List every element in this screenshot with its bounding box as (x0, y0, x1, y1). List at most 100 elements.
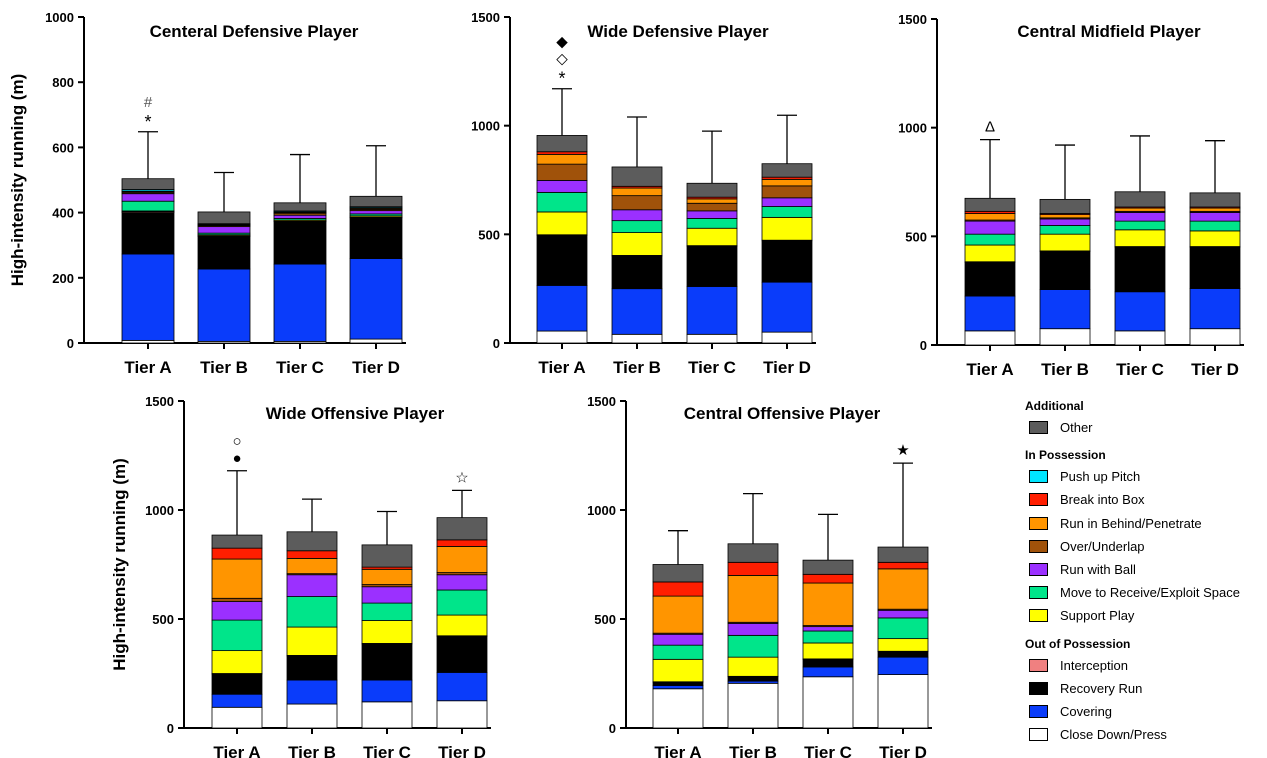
bar-segment-recovery-run-tier-b (727, 676, 779, 682)
bar-segment-close-down-press-tier-a (211, 706, 263, 729)
bar-segment-run-with-ball-tier-b (286, 574, 338, 597)
legend-label: Push up Pitch (1060, 469, 1141, 485)
legend-label: Move to Receive/Exploit Space (1060, 585, 1240, 601)
y-tick-label: 1000 (471, 119, 500, 134)
bar-segment-covering-tier-a (964, 295, 1016, 332)
bar-segment-covering-tier-b (611, 288, 663, 335)
bar-segment-covering-tier-c (802, 666, 854, 678)
bar-segment-move-to-receive-exploit-space-tier-a (652, 644, 704, 660)
significance-marker: * (144, 112, 151, 132)
bar-segment-close-down-press-tier-a (652, 688, 704, 729)
bar-segment-close-down-press-tier-a (536, 330, 588, 344)
significance-marker: # (144, 94, 153, 111)
x-tick-label: Tier C (688, 358, 736, 377)
bar-segment-close-down-press-tier-c (686, 333, 738, 344)
bar-segment-recovery-run-tier-c (273, 221, 327, 265)
bar-segment-run-with-ball-tier-d (761, 197, 813, 207)
bar-segment-recovery-run-tier-b (286, 655, 338, 681)
bar-segment-other-tier-b (611, 166, 663, 187)
bar-segment-break-into-box-tier-b (727, 561, 779, 576)
bar-segment-covering-tier-d (877, 656, 929, 675)
bar-segment-support-play-tier-b (727, 656, 779, 677)
bar-segment-support-play-tier-c (686, 227, 738, 247)
bar-segment-run-in-behind-penetrate-tier-c (802, 582, 854, 626)
bar-segment-run-in-behind-penetrate-tier-d (761, 178, 813, 187)
x-tick-label: Tier D (352, 358, 400, 377)
legend-heading-out-of-possession: Out of Possession (1025, 636, 1131, 651)
bar-segment-run-in-behind-penetrate-tier-b (1039, 214, 1091, 219)
bar-segment-other-tier-b (286, 531, 338, 552)
legend-item-interception: Interception (1025, 654, 1265, 677)
bar-segment-run-in-behind-penetrate-tier-b (727, 575, 779, 623)
bar-segment-support-play-tier-d (1189, 230, 1241, 247)
bar-segment-move-to-receive-exploit-space-tier-a (211, 619, 263, 652)
bar-segment-run-with-ball-tier-b (727, 622, 779, 636)
bar-segment-run-with-ball-tier-a (211, 601, 263, 621)
bar-segment-recovery-run-tier-b (1039, 251, 1091, 290)
bar-segment-recovery-run-tier-c (361, 643, 413, 681)
legend-label: Over/Underlap (1060, 538, 1145, 554)
bar-segment-recovery-run-tier-d (761, 240, 813, 283)
bar-segment-support-play-tier-c (361, 620, 413, 644)
significance-marker: ◇ (556, 51, 568, 68)
legend-item-run-in-behind-penetrate: Run in Behind/Penetrate (1025, 512, 1265, 535)
bar-segment-break-into-box-tier-d (877, 561, 929, 570)
bar-segment-covering-tier-b (1039, 289, 1091, 330)
bar-segment-run-with-ball-tier-c (361, 586, 413, 604)
bar-segment-other-tier-d (436, 517, 488, 541)
bar-segment-other-tier-b (727, 543, 779, 563)
bar-segment-recovery-run-tier-c (1114, 246, 1166, 293)
bar-segment-recovery-run-tier-a (652, 681, 704, 686)
bar-segment-recovery-run-tier-a (211, 673, 263, 695)
legend-swatch (1029, 421, 1048, 435)
bar-segment-support-play-tier-b (286, 626, 338, 656)
bar-segment-other-tier-c (686, 182, 738, 198)
bar-segment-break-into-box-tier-b (286, 550, 338, 559)
bar-segment-run-in-behind-penetrate-tier-a (652, 595, 704, 634)
bar-segment-support-play-tier-d (877, 638, 929, 652)
bar-segment-close-down-press-tier-c (802, 676, 854, 729)
y-tick-label: 1500 (471, 10, 500, 25)
y-axis-label: High-intensity running (m) (8, 74, 27, 286)
y-tick-label: 1500 (145, 394, 174, 409)
bar-segment-covering-tier-c (686, 286, 738, 335)
bar-segment-support-play-tier-a (964, 244, 1016, 263)
bar-segment-other-tier-a (121, 178, 175, 190)
bar-segment-over-underlap-tier-c (686, 202, 738, 212)
bar-segment-recovery-run-tier-a (964, 262, 1016, 297)
bar-segment-move-to-receive-exploit-space-tier-c (361, 602, 413, 621)
bar-segment-close-down-press-tier-c (361, 701, 413, 729)
y-tick-label: 0 (493, 336, 500, 351)
bar-segment-other-tier-a (652, 564, 704, 583)
bar-segment-other-tier-c (361, 544, 413, 568)
y-tick-label: 0 (609, 721, 616, 736)
x-tick-label: Tier D (438, 743, 486, 758)
y-tick-label: 500 (478, 227, 500, 242)
x-tick-label: Tier B (200, 358, 248, 377)
legend-swatch (1029, 658, 1048, 672)
bar-segment-run-with-ball-tier-d (349, 210, 403, 215)
bar-segment-run-in-behind-penetrate-tier-c (361, 568, 413, 585)
legend-swatch (1029, 539, 1048, 553)
legend-swatch (1029, 704, 1048, 718)
bar-segment-covering-tier-d (1189, 288, 1241, 330)
y-tick-label: 0 (67, 336, 74, 351)
y-tick-label: 0 (920, 338, 927, 353)
legend-item-over-underlap: Over/Underlap (1025, 535, 1265, 558)
significance-marker: * (558, 69, 565, 89)
significance-marker: Δ (985, 119, 995, 136)
legend-item-covering: Covering (1025, 700, 1265, 723)
x-tick-label: Tier A (124, 358, 171, 377)
bar-segment-recovery-run-tier-c (686, 245, 738, 287)
bar-segment-recovery-run-tier-d (436, 636, 488, 673)
legend: Additional Other In Possession Push up Pitc… (1025, 390, 1265, 746)
y-tick-label: 600 (52, 140, 74, 155)
bar-segment-move-to-receive-exploit-space-tier-c (686, 218, 738, 229)
legend-swatch (1029, 728, 1048, 742)
bar-segment-close-down-press-tier-b (611, 333, 663, 344)
y-tick-label: 0 (167, 721, 174, 736)
bar-segment-recovery-run-tier-a (536, 235, 588, 286)
bar-segment-run-in-behind-penetrate-tier-a (964, 213, 1016, 221)
bar-segment-move-to-receive-exploit-space-tier-d (877, 617, 929, 640)
